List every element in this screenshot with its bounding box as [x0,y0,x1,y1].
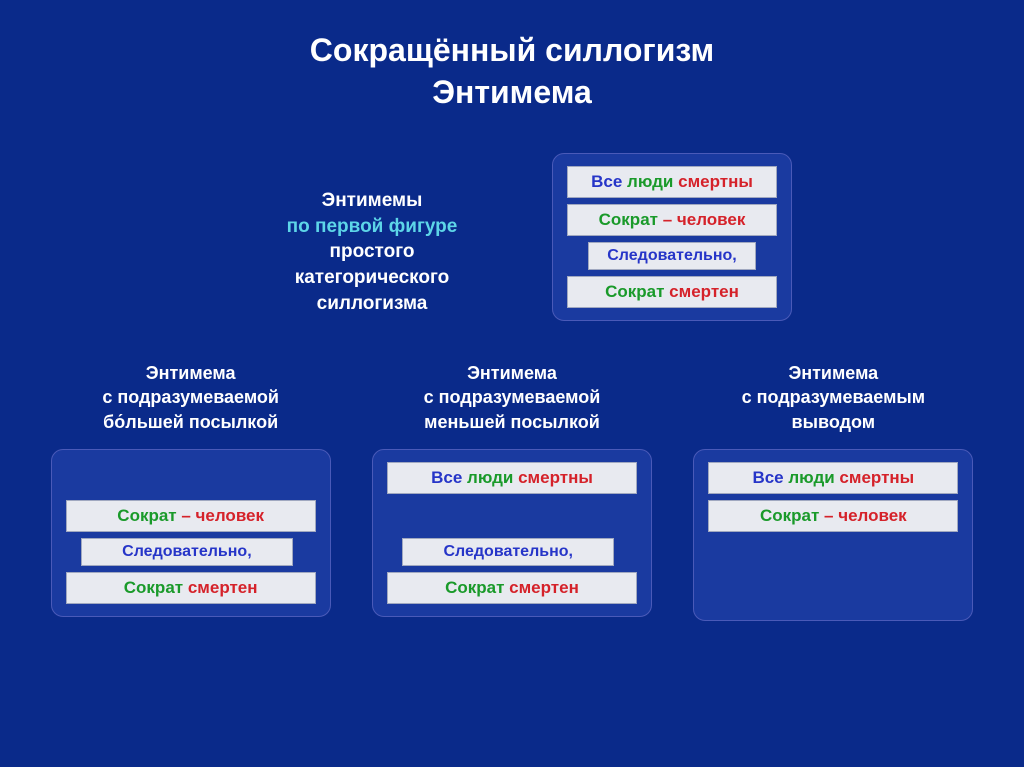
col-label: Энтимема с подразумеваемой бо́льшей посы… [102,361,279,434]
enthymeme-card: Все люди смертны Сократ – человек [693,449,973,621]
full-syllogism-card: Все люди смертны Сократ – человек Следов… [552,153,792,321]
enthymeme-card: Сократ – человек Следовательно, Сократ с… [51,449,331,617]
label-line: категорического [295,267,450,288]
minor-premise: Сократ – человек [567,204,777,236]
major-premise: Все люди смертны [387,462,637,494]
major-premise: Все люди смертны [567,166,777,198]
label-line: простого [330,241,415,262]
col-label: Энтимема с подразумеваемой меньшей посыл… [424,361,601,434]
implied-slot [387,500,637,532]
label-line: Энтимемы [322,190,423,211]
implied-slot [708,576,958,608]
major-premise: Все люди смертны [708,462,958,494]
conclusion: Сократ смертен [387,572,637,604]
col-major-implied: Энтимема с подразумеваемой бо́льшей посы… [40,361,341,621]
conclusion: Сократ смертен [567,276,777,308]
minor-premise: Сократ – человек [708,500,958,532]
implied-slot [66,462,316,494]
therefore: Следовательно, [588,242,756,270]
label-line: силлогизма [317,293,428,314]
figure-label: Энтимемы по первой фигуре простого катег… [232,153,512,316]
therefore: Следовательно, [81,538,294,566]
implied-slot [708,538,958,570]
minor-premise: Сократ – человек [66,500,316,532]
title-line-2: Энтимема [432,74,592,110]
main-title: Сокращённый силлогизм Энтимема [40,30,984,113]
col-minor-implied: Энтимема с подразумеваемой меньшей посыл… [361,361,662,621]
col-conclusion-implied: Энтимема с подразумеваемым выводом Все л… [683,361,984,621]
therefore: Следовательно, [402,538,615,566]
col-label: Энтимема с подразумеваемым выводом [742,361,926,434]
label-line: по первой фигуре [287,216,458,237]
top-section: Энтимемы по первой фигуре простого катег… [40,153,984,321]
title-line-1: Сокращённый силлогизм [310,32,714,68]
enthymeme-card: Все люди смертны Следовательно, Сократ с… [372,449,652,617]
conclusion: Сократ смертен [66,572,316,604]
enthymeme-row: Энтимема с подразумеваемой бо́льшей посы… [40,361,984,621]
